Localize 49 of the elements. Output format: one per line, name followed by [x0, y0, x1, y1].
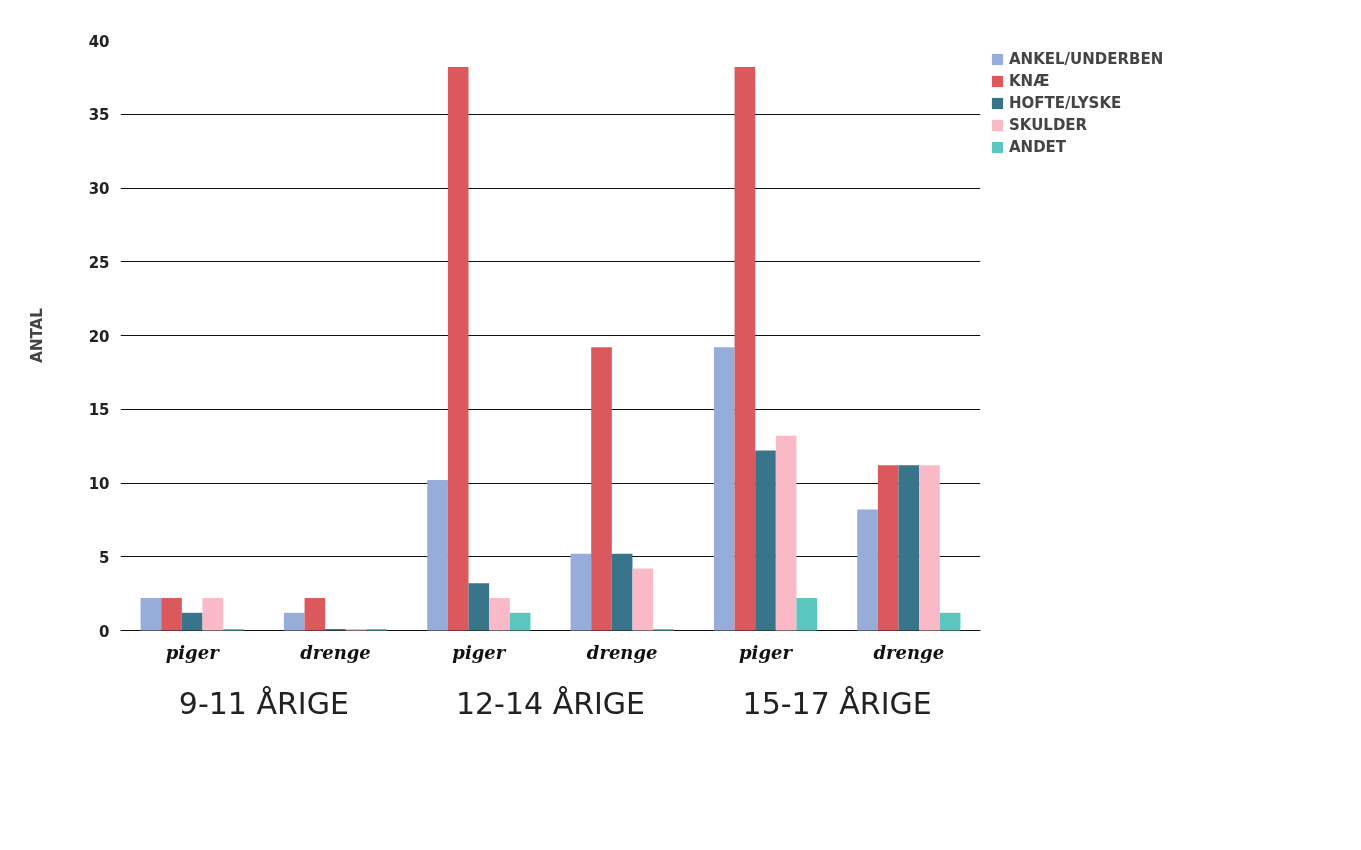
x-tick-label: piger	[739, 641, 794, 663]
bar	[775, 435, 797, 631]
y-tick-label: 20	[88, 327, 110, 346]
y-tick-label: 35	[88, 106, 110, 125]
bar	[939, 612, 961, 631]
bar	[591, 347, 612, 631]
y-tick-label: 25	[88, 253, 110, 272]
bar	[632, 568, 654, 631]
bar	[796, 598, 818, 631]
text: 15-17 ÅRIGE	[742, 685, 932, 721]
y-tick-label: 10	[88, 475, 110, 493]
y-axis-title: ANTAL	[27, 307, 46, 363]
bar	[181, 612, 203, 631]
bar	[427, 480, 448, 631]
bar	[140, 598, 162, 631]
bar	[734, 67, 756, 631]
bar	[611, 553, 633, 631]
legend-label: KNÆ	[1009, 72, 1050, 90]
y-tick-label: 0	[99, 622, 110, 641]
bar	[755, 450, 776, 631]
x-tick-label: drenge	[300, 641, 371, 663]
y-tick-label: 15	[88, 401, 110, 420]
bar	[509, 612, 531, 631]
bar	[447, 67, 469, 631]
legend-label: ANDET	[1009, 138, 1067, 156]
bar	[283, 612, 305, 631]
y-tick-label: 40	[88, 32, 110, 51]
bar	[304, 598, 326, 631]
x-tick-label: drenge	[586, 641, 658, 663]
bar	[161, 598, 182, 631]
x-tick-label: piger	[452, 641, 507, 663]
bar	[713, 347, 735, 631]
bar	[489, 598, 510, 631]
legend-label: SKULDER	[1009, 116, 1088, 134]
bar	[919, 465, 940, 631]
bar	[468, 583, 490, 631]
text: 9-11 ÅRIGE	[178, 685, 349, 721]
bar	[857, 509, 878, 631]
text: 12-14 ÅRIGE	[455, 685, 646, 721]
bar	[202, 598, 224, 631]
bar	[570, 553, 592, 631]
legend-label: ANKEL/UNDERBEN	[1009, 50, 1164, 68]
bar	[898, 465, 920, 631]
y-tick-label: 5	[99, 548, 110, 567]
bar	[877, 465, 899, 631]
y-tick-label: 30	[88, 180, 110, 198]
x-tick-label: drenge	[873, 641, 945, 663]
x-tick-label: piger	[165, 641, 221, 663]
legend-label: HOFTE/LYSKE	[1009, 94, 1122, 112]
